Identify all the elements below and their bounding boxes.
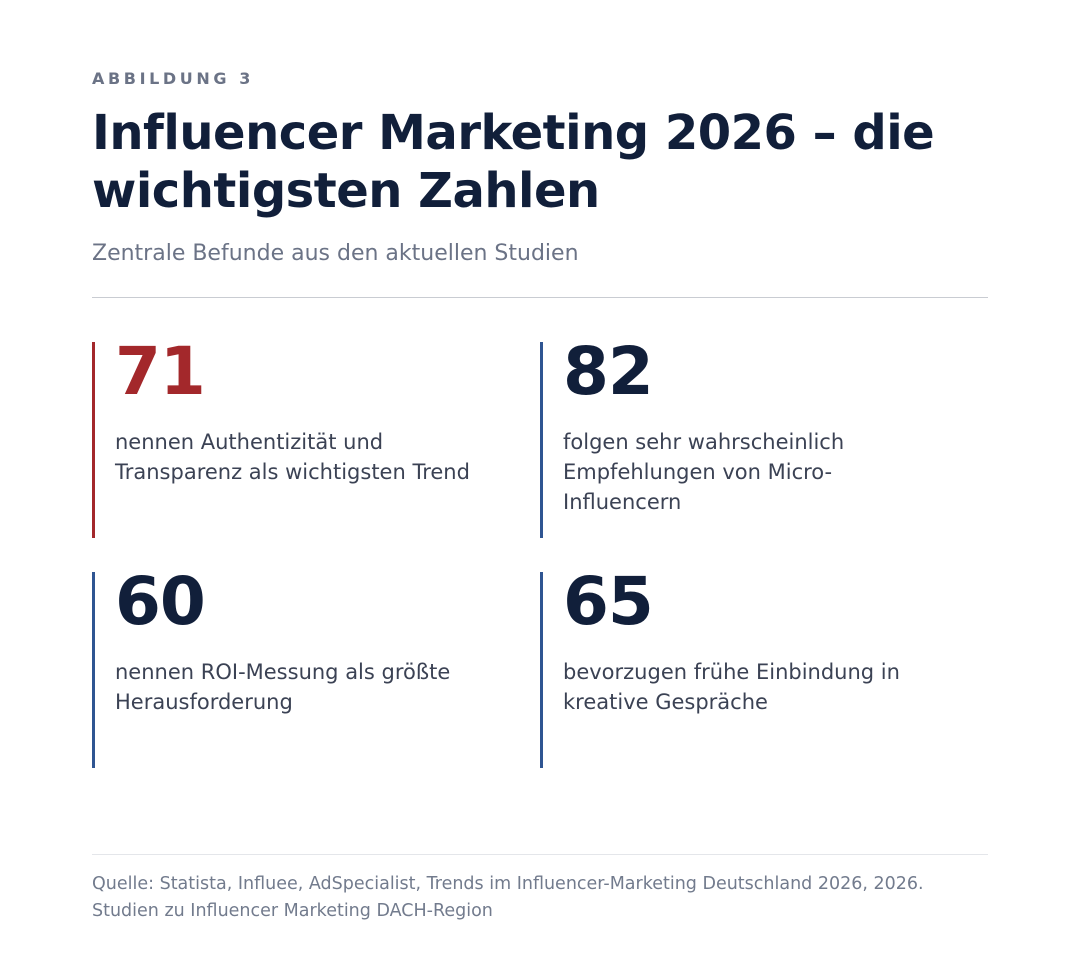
stat-description: folgen sehr wahrscheinlich Empfehlungen … <box>563 430 845 514</box>
stat-card-roi: 60 nennen ROI-Messung als größte Herausf… <box>92 568 492 768</box>
stat-card-creative: 65 bevorzugen frühe Einbindung in kreati… <box>540 568 940 768</box>
figure-title: Influencer Marketing 2026 – die wichtigs… <box>92 105 935 219</box>
stat-value: 82 <box>563 333 654 410</box>
stat-card-micro-influencer: 82 folgen sehr wahrscheinlich Empfehlung… <box>540 338 940 538</box>
header-divider <box>92 297 988 298</box>
stat-description: bevorzugen frühe Einbindung in kreative … <box>563 660 900 714</box>
stat-value: 60 <box>115 563 206 640</box>
stat-description: nennen ROI-Messung als größte Herausford… <box>115 660 451 714</box>
footer-divider <box>92 854 988 855</box>
source-note: Quelle: Statista, Influee, AdSpecialist,… <box>92 874 924 921</box>
stat-value: 65 <box>563 563 654 640</box>
stat-description: nennen Authentizität und Transparenz als… <box>115 430 470 484</box>
figure-label: ABBILDUNG 3 <box>92 69 255 88</box>
stat-card-authenticity: 71 nennen Authentizität und Transparenz … <box>92 338 492 538</box>
stat-value: 71 <box>115 333 206 410</box>
figure-subtitle: Zentrale Befunde aus den aktuellen Studi… <box>92 241 579 266</box>
